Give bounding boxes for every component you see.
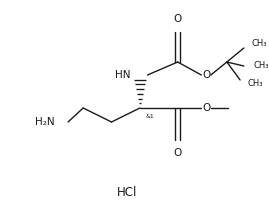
Text: O: O: [202, 103, 210, 113]
Text: &1: &1: [146, 114, 154, 119]
Text: O: O: [202, 70, 210, 80]
Text: HCl: HCl: [116, 186, 137, 199]
Text: HN: HN: [115, 70, 130, 80]
Text: CH₃: CH₃: [253, 62, 269, 71]
Text: CH₃: CH₃: [252, 39, 267, 49]
Text: CH₃: CH₃: [248, 79, 263, 88]
Text: O: O: [174, 148, 182, 158]
Text: H₂N: H₂N: [35, 117, 55, 127]
Text: O: O: [174, 14, 182, 24]
